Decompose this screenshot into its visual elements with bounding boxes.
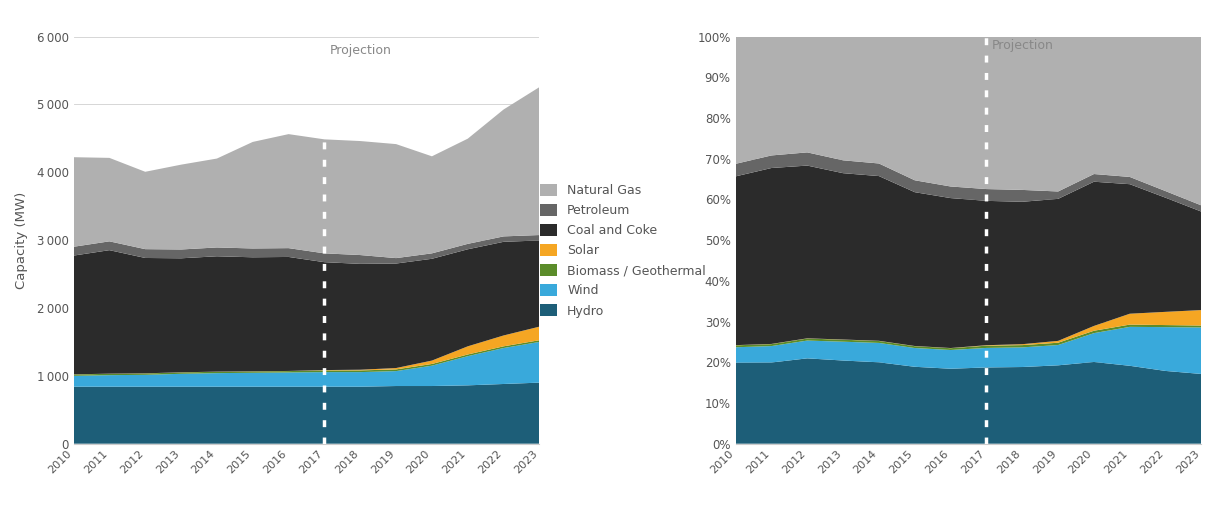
- Text: Projection: Projection: [992, 39, 1053, 52]
- Legend: Natural Gas, Petroleum, Coal and Coke, Solar, Biomass / Geothermal, Wind, Hydro: Natural Gas, Petroleum, Coal and Coke, S…: [535, 179, 711, 323]
- Y-axis label: Capacity (MW): Capacity (MW): [16, 192, 28, 289]
- Text: Projection: Projection: [330, 43, 391, 56]
